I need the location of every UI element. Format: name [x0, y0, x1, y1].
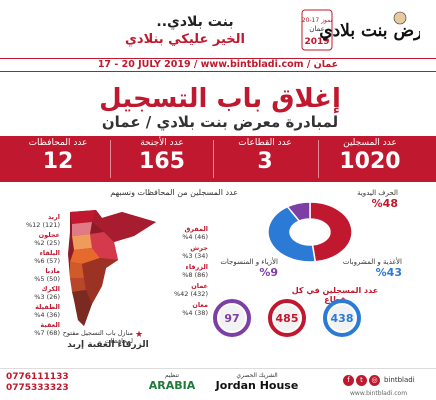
footer-divider	[0, 368, 436, 369]
gov-item: مادبا (50) %5	[34, 267, 60, 283]
page-subtitle: لمبادرة معرض بنت بلادي / عمان	[101, 113, 339, 131]
stat-label: عدد الأجنحة	[140, 138, 184, 148]
sponsor-jordan-house: الشريك الحصري Jordan House	[215, 372, 299, 392]
gov-list-right: المفرق (46) %4 جرش (34) %3 الزرقاء (86) %8 …	[160, 225, 208, 317]
stat-divider	[318, 140, 319, 178]
slice-pct-fashion: %9	[259, 266, 278, 279]
map-title: عدد المسجلين من المحافظات ونسبهم	[110, 188, 238, 197]
slice-label-crafts: الحرف اليدوية %48	[318, 189, 398, 210]
stat-registrants: عدد المسجلين 1020	[320, 136, 420, 182]
gov-item: الزرقاء (86) %8	[182, 263, 208, 279]
sector-circle: 485	[268, 299, 306, 337]
donut-slice	[286, 201, 311, 222]
brand-logo: 20-17 تموز عمان 2019 معرض بنت بلادي	[300, 6, 436, 54]
stat-divider	[213, 140, 214, 178]
gov-item: المفرق (46) %4	[182, 225, 208, 241]
gov-item: جرش (34) %3	[182, 244, 208, 260]
stat-label: عدد المحافظات	[28, 138, 88, 148]
sector-circle-value: 438	[331, 312, 354, 325]
stat-sectors: عدد القطاعات 3	[215, 136, 315, 182]
gov-item: عمان (432) %42	[173, 282, 208, 298]
stat-value: 165	[139, 149, 185, 174]
jordan-map	[62, 208, 158, 330]
map-legend: منازل باب التسجيل مفتوح لمحافظات	[62, 329, 133, 345]
stat-pavilions: عدد الأجنحة 165	[112, 136, 212, 182]
sector-circles: 97 485 438	[212, 298, 362, 338]
slice-pct-food: %43	[375, 266, 402, 279]
twitter-icon[interactable]: t	[356, 375, 367, 386]
gov-item: العقبة (68) %7	[34, 321, 60, 337]
sector-circle: 97	[213, 299, 251, 337]
phone-numbers: 0776111133 0775333323	[6, 372, 69, 394]
gov-item: اربد (121) %12	[25, 213, 60, 229]
sector-circle: 438	[323, 299, 361, 337]
stat-value: 1020	[339, 149, 401, 174]
map-cities: الزرقاء العقبة إربد	[67, 340, 149, 350]
stat-governorates: عدد المحافظات 12	[8, 136, 108, 182]
stats-band	[0, 136, 436, 182]
sector-circle-value: 97	[224, 312, 239, 325]
gov-item: الطفيلة (36) %4	[34, 303, 60, 319]
stat-value: 12	[42, 149, 74, 174]
sponsor-arabia: تنظيم ARABIA	[148, 372, 196, 392]
gov-item: عجلون (25) %2	[34, 231, 60, 247]
slice-pct-crafts: %48	[371, 197, 398, 210]
slogan-line1: بنت بلادي..	[156, 14, 234, 30]
page-title: إغلاق باب التسجيل	[99, 84, 341, 114]
date-bar: 17 - 20 JULY 2019 / www.bintbladi.com / …	[0, 58, 436, 72]
social-handle: bintbladi	[384, 376, 415, 384]
svg-text:2019: 2019	[304, 37, 329, 47]
phone-2: 0775333323	[6, 383, 69, 393]
gov-item: معان (38) %4	[182, 301, 208, 317]
svg-text:عمان: عمان	[309, 25, 325, 33]
donut-slice	[309, 201, 353, 263]
slice-label-fashion: الأزياء و المنسوجات %9	[198, 258, 278, 279]
svg-text:20-17 تموز: 20-17 تموز	[302, 17, 333, 24]
donut-slice	[267, 205, 317, 263]
sector-donut-chart	[240, 190, 380, 280]
sector-circle-value: 485	[276, 312, 299, 325]
stat-label: عدد القطاعات	[238, 138, 292, 148]
gov-item: البلقاء (57) %6	[34, 249, 60, 265]
footer-website[interactable]: www.bintbladi.com	[350, 390, 408, 397]
stat-divider	[110, 140, 111, 178]
slogan-line2: الخير عليكي بنلادي	[124, 32, 245, 47]
svg-text:معرض بنت بلادي: معرض بنت بلادي	[319, 21, 420, 41]
sector-title: عدد المسجلين في كل قطاع	[291, 286, 379, 304]
gov-item: الكرك (26) %3	[34, 285, 60, 301]
slice-label-food: الأغذية و المشروبات %43	[312, 258, 402, 279]
facebook-icon[interactable]: f	[343, 375, 354, 386]
instagram-icon[interactable]: ◎	[369, 375, 380, 386]
phone-1: 0776111133	[6, 372, 69, 382]
stat-value: 3	[257, 149, 273, 174]
gov-list-left: اربد (121) %12 عجلون (25) %2 البلقاء (57) %…	[8, 213, 60, 337]
star-icon: ★	[135, 330, 144, 340]
stat-label: عدد المسجلين	[343, 138, 397, 148]
